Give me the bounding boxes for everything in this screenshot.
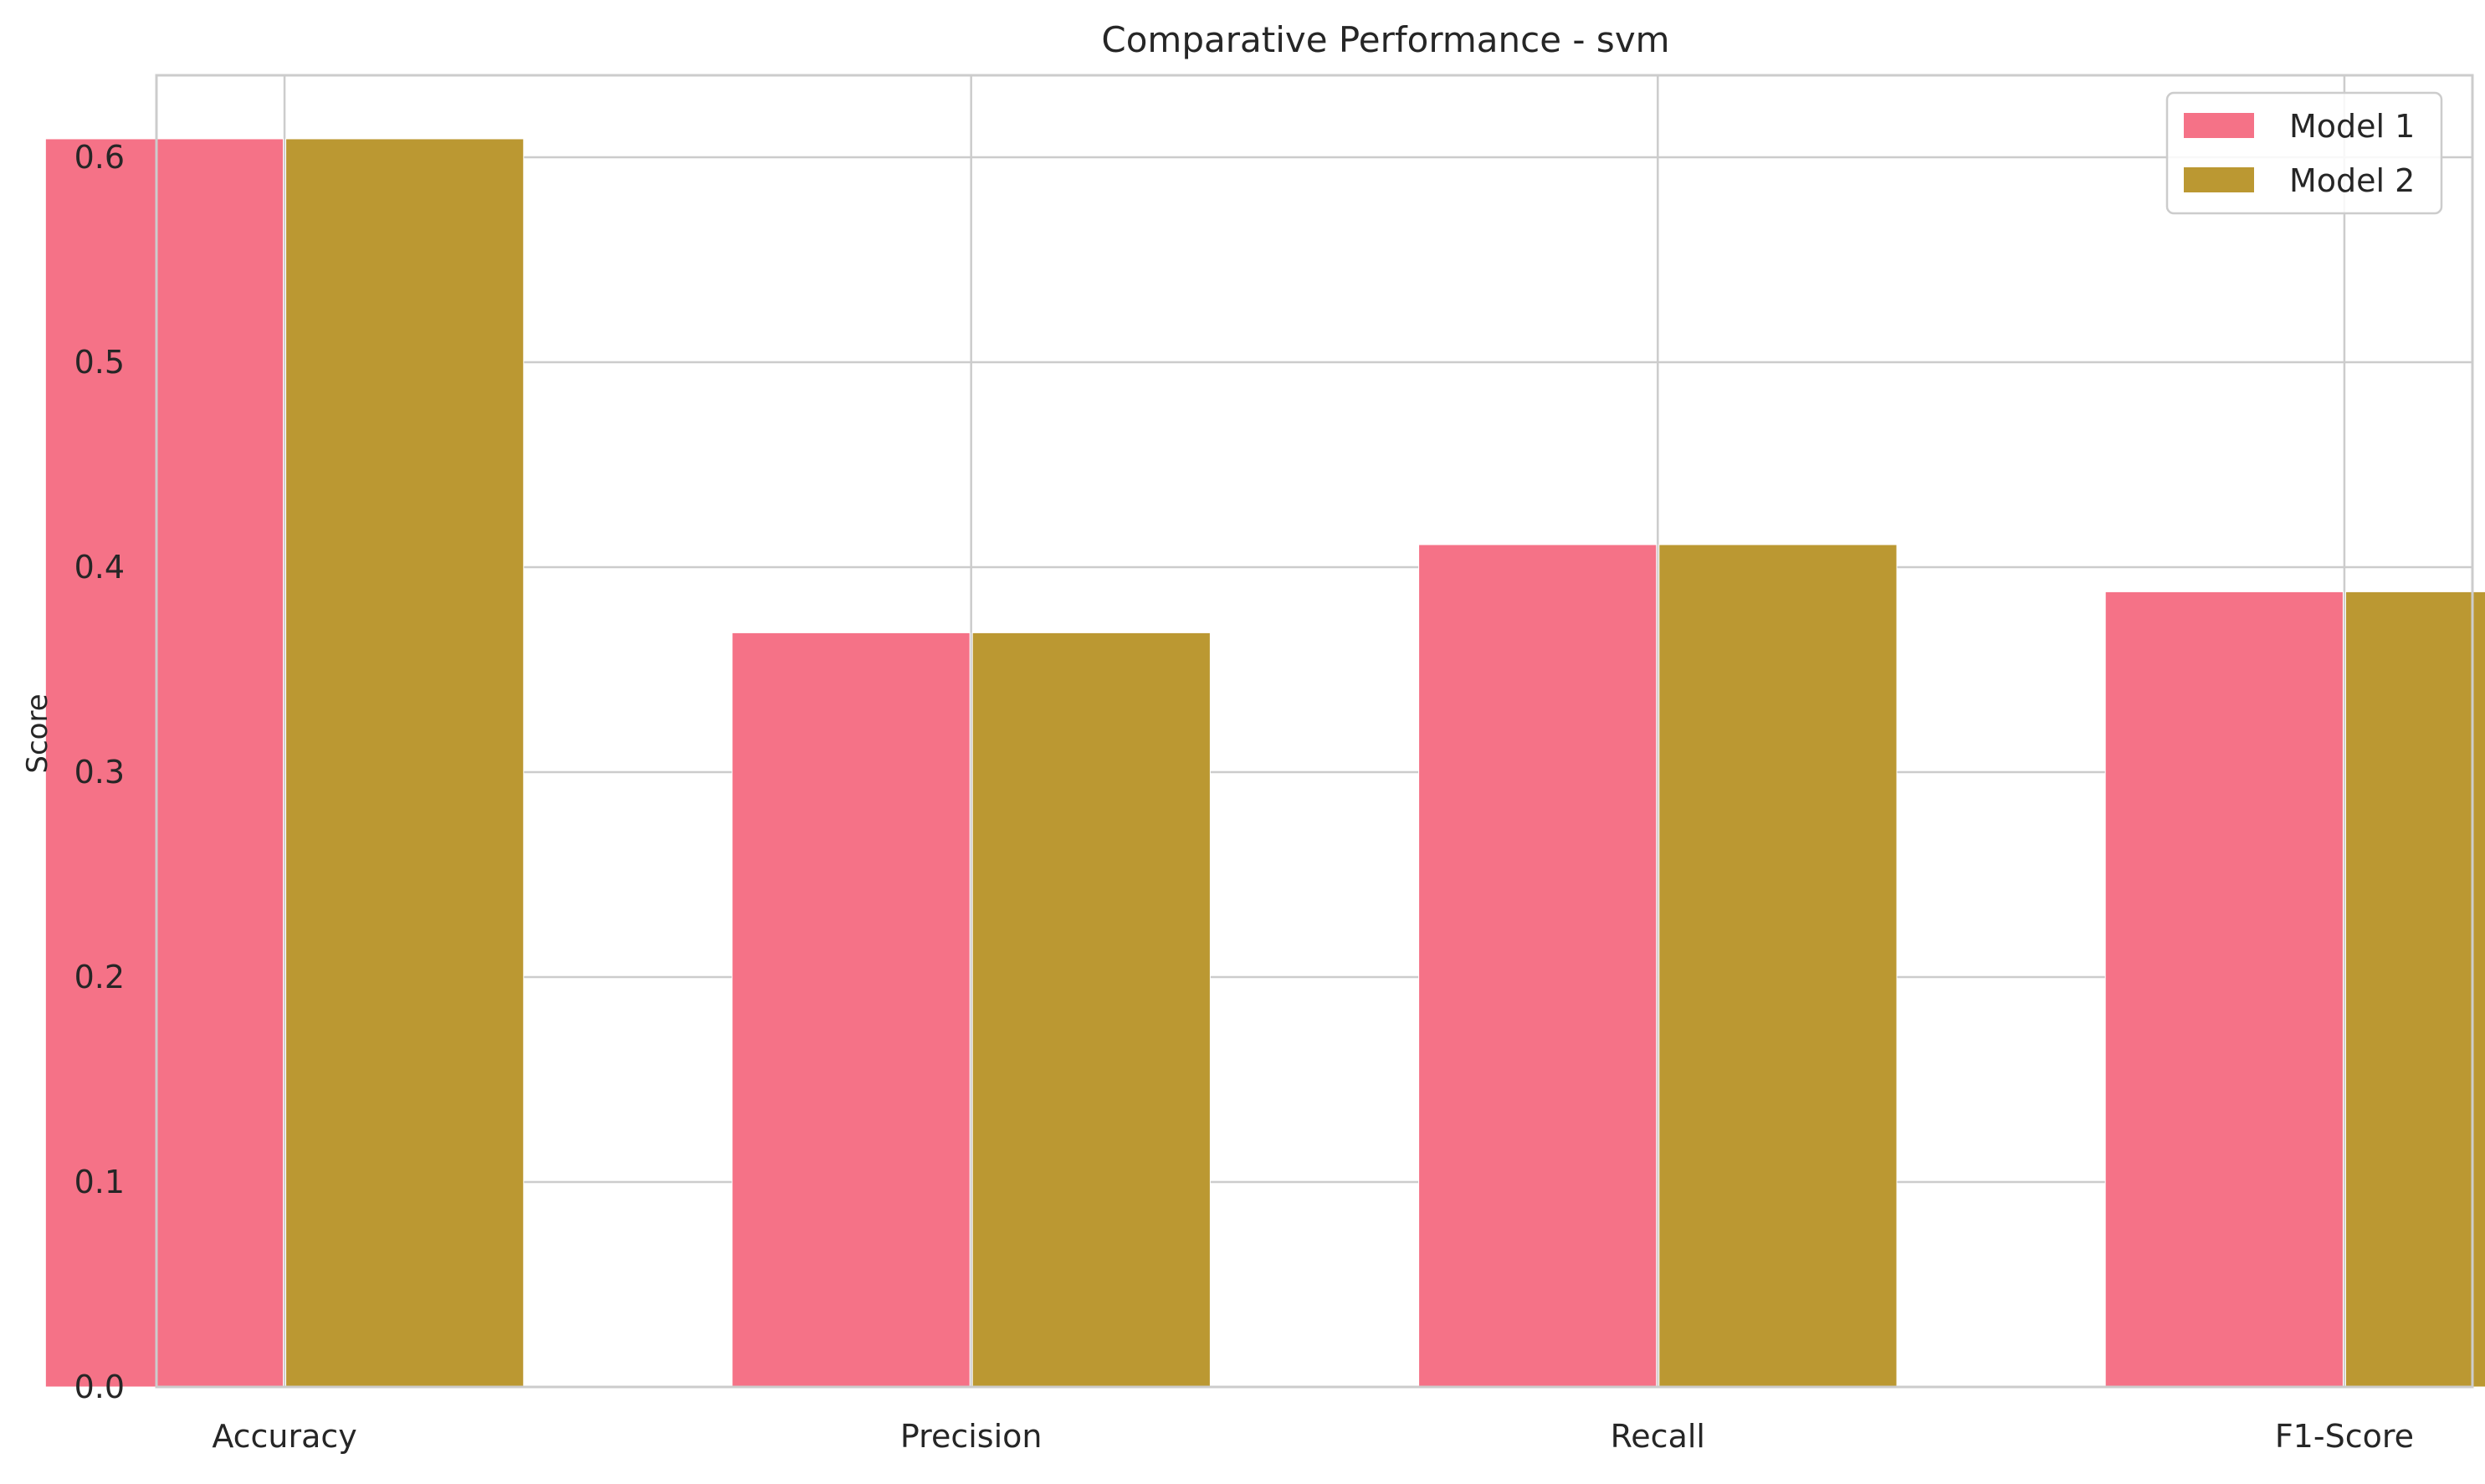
bar-model-1-recall — [1418, 544, 1658, 1388]
chart-title: Comparative Performance - svm — [1101, 19, 1669, 60]
y-tick-labels: 0.0 0.1 0.2 0.3 0.4 0.5 0.6 — [74, 139, 125, 1405]
bar-model-1-f1-score — [2104, 591, 2344, 1388]
bar-model-2-recall — [1658, 544, 1898, 1388]
y-tick-label: 0.0 — [74, 1369, 125, 1405]
legend-swatch-model-1 — [2184, 113, 2254, 138]
plot-frame — [155, 74, 2474, 1389]
x-tick-labels: Accuracy Precision Recall F1-Score — [212, 1418, 2414, 1455]
bar-model-1-accuracy — [44, 138, 284, 1388]
x-tick-label: Accuracy — [212, 1418, 357, 1455]
legend: Model 1 Model 2 — [2165, 91, 2443, 215]
y-tick-label: 0.6 — [74, 139, 125, 176]
legend-label-model-2: Model 2 — [2289, 162, 2415, 199]
bar-model-2-accuracy — [285, 138, 525, 1388]
y-axis-label: Score — [21, 693, 54, 773]
y-tick-label: 0.2 — [74, 959, 125, 995]
y-tick-label: 0.1 — [74, 1164, 125, 1200]
bars — [44, 138, 2485, 1388]
y-tick-label: 0.5 — [74, 344, 125, 381]
bar-model-2-precision — [971, 632, 1211, 1388]
x-tick-label: Precision — [900, 1418, 1043, 1455]
bar-model-1-precision — [731, 632, 971, 1388]
y-tick-label: 0.3 — [74, 754, 125, 791]
bar-model-2-f1-score — [2344, 591, 2485, 1388]
y-tick-label: 0.4 — [74, 549, 125, 586]
legend-label-model-1: Model 1 — [2289, 108, 2415, 145]
legend-swatch-model-2 — [2184, 167, 2254, 192]
x-tick-label: F1-Score — [2275, 1418, 2414, 1455]
x-tick-label: Recall — [1611, 1418, 1705, 1455]
grid-lines — [156, 75, 2472, 1389]
